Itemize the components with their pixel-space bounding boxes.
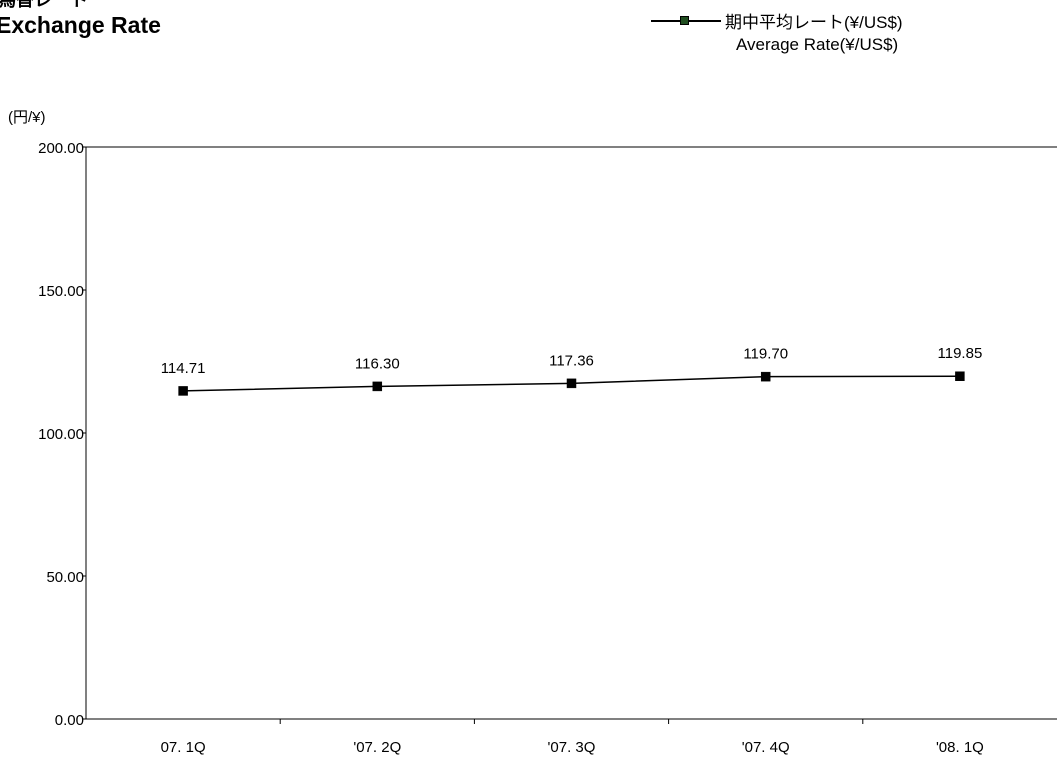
data-label: 114.71 — [161, 360, 206, 377]
data-point-marker — [955, 371, 965, 381]
x-tick-label: '07. 3Q — [548, 739, 596, 756]
x-tick-label: '07. 2Q — [353, 739, 401, 756]
x-tick-label: 07. 1Q — [161, 739, 206, 756]
y-axis-unit-label: (円/¥) — [8, 109, 46, 126]
y-tick-label: 0.00 — [55, 712, 84, 729]
legend-square-marker-icon — [680, 16, 689, 25]
x-tick-label: '07. 4Q — [742, 739, 790, 756]
data-point-marker — [566, 378, 577, 389]
y-tick-label: 150.00 — [38, 283, 84, 300]
data-label: 119.85 — [938, 345, 983, 362]
x-tick-label: '08. 1Q — [936, 739, 984, 756]
chart-legend: 期中平均レート(¥/US$) Average Rate(¥/US$) — [651, 4, 971, 62]
y-tick-label: 200.00 — [38, 140, 84, 157]
data-label: 117.36 — [549, 352, 594, 369]
data-point-marker — [178, 386, 188, 396]
data-label: 119.70 — [743, 346, 788, 363]
legend-label-japanese: 期中平均レート(¥/US$) — [725, 13, 903, 32]
data-point-marker — [760, 371, 771, 382]
y-tick-label: 100.00 — [38, 426, 84, 443]
data-point-marker — [372, 381, 383, 392]
data-label: 116.30 — [355, 355, 400, 372]
chart-title-japanese: 為替レート — [0, 0, 88, 10]
y-tick-label: 50.00 — [46, 569, 84, 586]
chart-title: Exchange Rate — [0, 12, 161, 38]
legend-label-english: Average Rate(¥/US$) — [736, 35, 899, 54]
